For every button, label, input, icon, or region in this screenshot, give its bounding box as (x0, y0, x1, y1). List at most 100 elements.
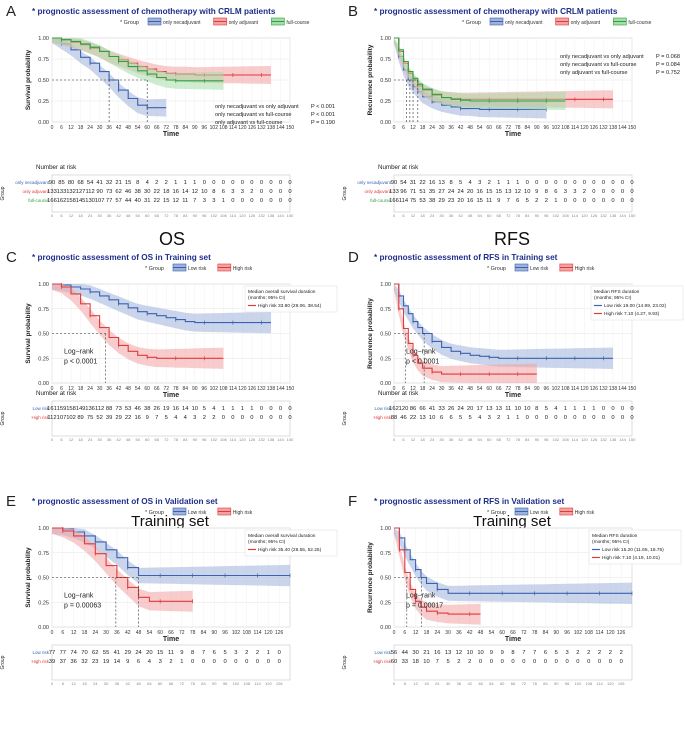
risk-x-tick: 96 (223, 681, 228, 686)
x-tick-label: 144 (276, 386, 285, 392)
risk-x-tick: 42 (116, 437, 121, 442)
legend-label: full-course (628, 20, 651, 26)
risk-cell: 13 (505, 189, 511, 195)
risk-x-tick: 18 (78, 213, 83, 218)
risk-x-tick: 0 (51, 681, 54, 686)
risk-x-tick: 138 (268, 437, 275, 442)
risk-cell: 16 (434, 650, 440, 656)
risk-cell: 8 (191, 650, 194, 656)
risk-x-tick: 150 (287, 437, 294, 442)
risk-x-tick: 84 (183, 213, 188, 218)
risk-cell: 30 (412, 650, 418, 656)
x-tick-label: 48 (467, 386, 473, 392)
x-tick-label: 42 (458, 125, 464, 131)
risk-x-tick: 0 (393, 437, 396, 442)
x-tick-label: 12 (410, 125, 416, 131)
legend-entry: only necadjuvant (147, 17, 201, 26)
risk-cell: 14 (182, 189, 189, 195)
risk-cell: 1 (507, 180, 510, 186)
panel-c: C * prognostic assessment of OS in Traini… (0, 249, 338, 530)
risk-cell: 18 (163, 189, 169, 195)
risk-x-tick: 102 (233, 681, 240, 686)
series-0 (52, 282, 271, 334)
risk-cell: 5 (223, 650, 226, 656)
risk-cell: 96 (400, 189, 406, 195)
y-tick-label: 0.75 (380, 551, 391, 557)
risk-x-tick: 96 (565, 681, 570, 686)
x-tick-label: 18 (78, 386, 84, 392)
risk-cell: 77 (106, 198, 112, 204)
risk-cell: 10 (192, 406, 198, 412)
risk-cell: 52 (96, 415, 102, 421)
x-tick-label: 78 (532, 630, 538, 636)
risk-x-tick: 60 (145, 437, 150, 442)
y-tick-label: 0.00 (38, 625, 49, 631)
risk-x-tick: 6 (402, 213, 405, 218)
risk-cell: 0 (576, 659, 579, 665)
risk-cell: 0 (269, 198, 272, 204)
series-1 (52, 283, 224, 369)
risk-cell: 10 (477, 650, 483, 656)
risk-cell: 0 (479, 659, 482, 665)
risk-x-tick: 150 (629, 437, 636, 442)
ci-band (394, 284, 537, 383)
risk-x-tick: 96 (544, 213, 549, 218)
x-tick-label: 114 (229, 125, 237, 131)
risk-cell: 53 (125, 406, 131, 412)
median-legend-subtitle: (months; 95% CI) (248, 539, 286, 545)
risk-cell: 20 (467, 406, 473, 412)
y-tick-label: 0.50 (380, 576, 391, 582)
risk-cell: 21 (423, 650, 429, 656)
risk-cell: 0 (279, 406, 282, 412)
x-tick-label: 18 (424, 630, 430, 636)
x-tick-label: 30 (97, 386, 103, 392)
x-tick-label: 126 (275, 630, 284, 636)
x-tick-label: 84 (182, 125, 188, 131)
x-tick-label: 78 (515, 386, 521, 392)
risk-x-tick: 72 (164, 213, 169, 218)
risk-x-tick: 48 (478, 681, 483, 686)
x-tick-label: 96 (544, 125, 550, 131)
risk-cell: 158 (66, 406, 76, 412)
risk-cell: 0 (260, 406, 263, 412)
x-tick-label: 114 (254, 630, 262, 636)
risk-x-tick: 102 (210, 437, 217, 442)
risk-cell: 2 (488, 180, 491, 186)
risk-x-tick: 18 (420, 213, 425, 218)
risk-cell: 0 (279, 415, 282, 421)
risk-x-tick: 54 (135, 437, 140, 442)
risk-row-label: Low risk (32, 650, 49, 655)
x-tick-label: 60 (157, 630, 163, 636)
risk-cell: 4 (146, 180, 150, 186)
y-tick-label: 0.00 (380, 381, 391, 387)
legend-label: only adjuvant (571, 20, 601, 26)
x-tick-label: 0 (393, 125, 396, 131)
risk-x-tick: 150 (287, 213, 294, 218)
risk-row-label: Low risk (374, 650, 391, 655)
risk-cell: 90 (49, 180, 55, 186)
x-tick-label: 132 (599, 386, 608, 392)
risk-x-tick: 42 (116, 213, 121, 218)
risk-cell: 15 (495, 189, 501, 195)
risk-cell: 7 (155, 415, 158, 421)
risk-cell: 6 (544, 650, 547, 656)
y-axis-label: Survival probability (25, 49, 32, 110)
risk-x-tick: 48 (136, 681, 141, 686)
risk-cell: 56 (391, 650, 397, 656)
risk-x-tick: 132 (258, 437, 265, 442)
risk-table-title: Number at risk (378, 164, 419, 171)
risk-x-tick: 6 (402, 437, 405, 442)
risk-cell: 0 (621, 415, 624, 421)
risk-cell: 4 (148, 659, 152, 665)
legend-entry: full-course (271, 17, 310, 26)
risk-cell: 0 (564, 198, 567, 204)
risk-x-tick: 90 (535, 213, 540, 218)
median-legend-entry: High risk 7.10 (4.27, 9.93) (604, 311, 660, 317)
risk-x-tick: 108 (585, 681, 592, 686)
risk-cell: 16 (173, 189, 179, 195)
risk-cell: 54 (87, 180, 94, 186)
risk-cell: 0 (564, 415, 567, 421)
risk-cell: 9 (497, 198, 500, 204)
risk-x-tick: 102 (210, 213, 217, 218)
risk-cell: 16 (476, 189, 482, 195)
